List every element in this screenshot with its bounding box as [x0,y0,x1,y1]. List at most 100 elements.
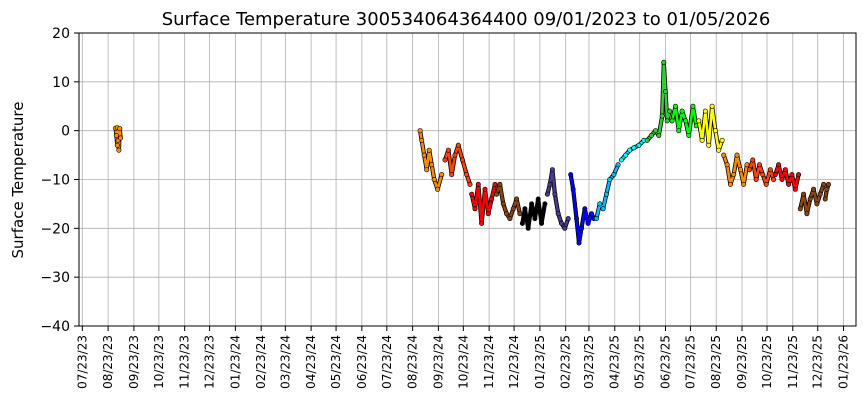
data-point [552,191,558,197]
data-point [669,118,675,124]
data-point [623,152,629,158]
data-point [497,181,503,187]
data-point [576,240,582,246]
data-point [618,157,624,163]
x-tick-label: 01/23/26 [837,335,851,389]
data-point [469,191,475,197]
data-point [811,186,817,192]
series-8 [593,162,621,222]
data-point [659,113,665,119]
data-point [652,128,658,134]
data-point [472,206,478,212]
data-point [753,177,759,183]
series-2 [442,142,473,187]
data-point [116,147,122,153]
y-axis-label: Surface Temperature [9,102,27,259]
data-point [772,172,778,178]
data-point [578,225,584,231]
data-point [565,216,571,222]
series-line [670,105,698,137]
x-tick-label: 10/23/23 [152,335,166,389]
data-point [782,167,788,173]
data-point [429,162,435,168]
x-tick-label: 10/23/24 [456,335,470,389]
x-tick-label: 07/23/25 [683,335,697,389]
data-series [113,59,831,246]
data-point [558,220,564,226]
series-7 [568,172,597,246]
data-point [796,172,802,178]
x-tick-label: 07/23/23 [75,335,89,389]
data-point [648,133,654,139]
data-point [452,152,458,158]
data-point [500,201,506,207]
data-point [746,167,752,173]
data-point [611,172,617,178]
series-10 [644,59,673,143]
data-point [492,181,498,187]
series-line [722,153,749,186]
chart-title: Surface Temperature 300534064364400 09/0… [162,9,771,30]
y-tick-label: −10 [40,173,70,189]
data-point [801,191,807,197]
x-tick-label: 05/23/25 [633,335,647,389]
x-tick-label: 09/23/23 [127,335,141,389]
series-line [774,163,800,191]
x-tick-label: 12/23/25 [811,335,825,389]
series-15 [772,162,802,192]
data-point [494,191,500,197]
x-tick-label: 05/23/24 [329,335,343,389]
series-line [443,144,472,186]
data-point [519,220,525,226]
data-point [821,181,827,187]
x-tick-label: 08/23/23 [101,335,115,389]
series-5 [519,196,548,231]
data-point [607,177,613,183]
plot-frame [78,32,857,327]
y-tick-label: 10 [52,75,70,91]
data-point [113,133,119,139]
data-point [727,181,733,187]
x-tick-label: 06/23/24 [355,335,369,389]
grid [79,32,856,327]
x-tick-label: 08/23/24 [406,335,420,389]
data-point [682,118,688,124]
data-point [716,147,722,153]
series-13 [721,152,750,187]
data-point [507,216,513,222]
data-point [475,181,481,187]
data-point [467,181,473,187]
data-point [547,181,553,187]
data-point [661,59,667,65]
x-tick-label: 10/23/25 [760,335,774,389]
data-point [117,126,123,132]
series-11 [669,103,699,139]
x-tick-label: 06/23/25 [658,335,672,389]
data-point [455,142,461,148]
data-point [514,196,520,202]
data-point [776,162,782,168]
data-point [555,211,561,217]
x-tick-label: 08/23/25 [709,335,723,389]
data-point [431,177,437,183]
data-point [597,201,603,207]
x-tick-label: 11/23/25 [786,335,800,389]
data-point [706,142,712,148]
series-14 [746,157,777,187]
data-point [562,225,568,231]
series-12 [696,103,725,153]
y-tick-label: −20 [40,221,70,237]
data-point [464,172,470,178]
series-3 [469,181,498,226]
data-point [439,172,445,178]
data-point [724,162,730,168]
data-point [804,211,810,217]
data-point [532,216,538,222]
x-tick-label: 07/23/24 [380,335,394,389]
series-0 [113,125,124,153]
data-point [719,137,725,143]
data-point [737,167,743,173]
data-point [734,152,740,158]
